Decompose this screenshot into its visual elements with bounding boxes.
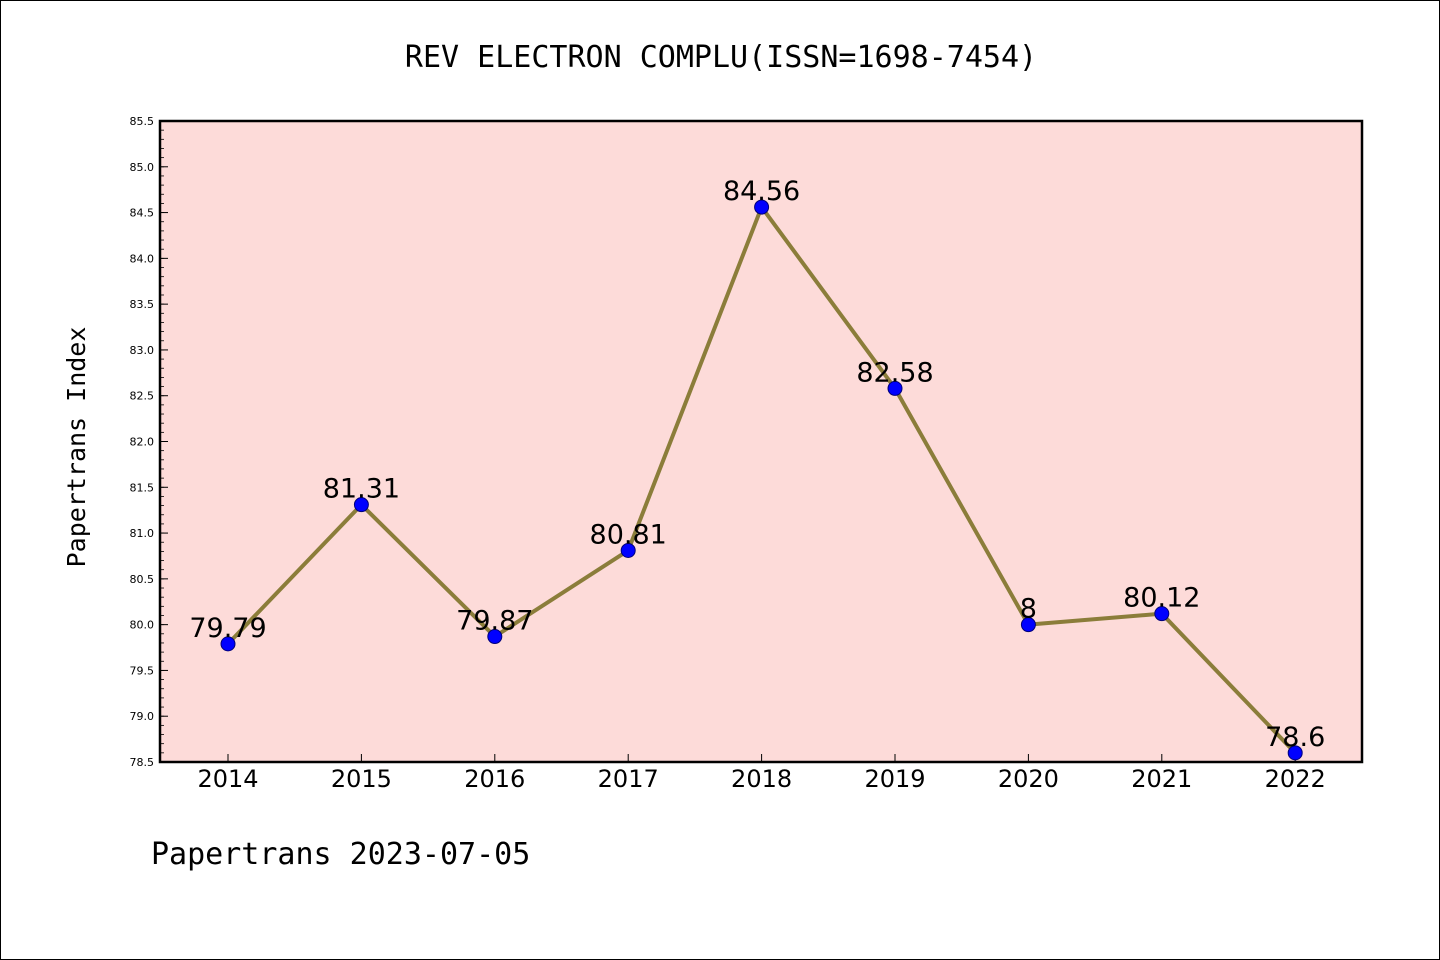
data-point [1020, 617, 1036, 633]
y-tick-label: 82.5 [130, 390, 155, 403]
y-tick-label: 84.5 [130, 207, 155, 220]
data-label: 80.81 [590, 519, 667, 550]
plot-area [160, 121, 1362, 762]
data-point [353, 497, 369, 513]
plot-border [158, 119, 1364, 764]
y-tick-label: 81.5 [130, 481, 155, 494]
data-point [620, 542, 636, 558]
data-label: 78.6 [1265, 722, 1325, 753]
y-tick-label: 81.0 [130, 527, 155, 540]
chart-title: REV ELECTRON COMPLU(ISSN=1698-7454) [405, 40, 1037, 75]
y-tick-label: 79.0 [130, 710, 155, 723]
x-tick-label: 2020 [998, 765, 1059, 793]
x-tick-label: 2021 [1131, 765, 1192, 793]
y-tick-label: 80.5 [130, 573, 155, 586]
x-tick-label: 2022 [1265, 765, 1326, 793]
data-label: 80.12 [1123, 583, 1200, 614]
data-point [487, 629, 503, 645]
data-point [220, 636, 236, 652]
x-tick-label: 2017 [598, 765, 659, 793]
data-point [1287, 745, 1303, 761]
data-label: 82.58 [856, 357, 933, 388]
y-tick-label: 78.5 [130, 756, 155, 769]
axis-ticks: 78.5 79.0 79.5 80.0 80.5 81.0 81.5 82.0 82.5 83.0… [130, 115, 1326, 793]
data-label: 81.31 [323, 474, 400, 505]
series-markers [220, 199, 1303, 761]
data-point [887, 380, 903, 396]
data-labels: 79.79 81.31 79.87 80.81 84.56 82.58 8 80.12 78.6 [189, 176, 1325, 753]
data-point [754, 199, 770, 215]
data-label: 79.87 [456, 606, 533, 637]
y-axis-label: Papertrans Index [62, 327, 91, 568]
y-tick-label: 84.0 [130, 252, 155, 265]
data-label: 8 [1020, 594, 1037, 625]
y-tick-label: 80.0 [130, 619, 155, 632]
y-tick-label: 83.0 [130, 344, 155, 357]
y-tick-label: 83.5 [130, 298, 155, 311]
y-tick-label: 79.5 [130, 664, 155, 677]
footer-text: Papertrans 2023-07-05 [151, 837, 530, 872]
y-tick-label: 85.0 [130, 161, 155, 174]
x-tick-label: 2019 [864, 765, 925, 793]
y-tick-label: 82.0 [130, 436, 155, 449]
x-tick-label: 2016 [464, 765, 525, 793]
x-tick-label: 2014 [197, 765, 258, 793]
x-tick-label: 2018 [731, 765, 792, 793]
y-tick-label: 85.5 [130, 115, 155, 128]
data-label: 84.56 [723, 176, 800, 207]
x-tick-label: 2015 [331, 765, 392, 793]
data-point [1154, 606, 1170, 622]
data-label: 79.79 [189, 613, 266, 644]
